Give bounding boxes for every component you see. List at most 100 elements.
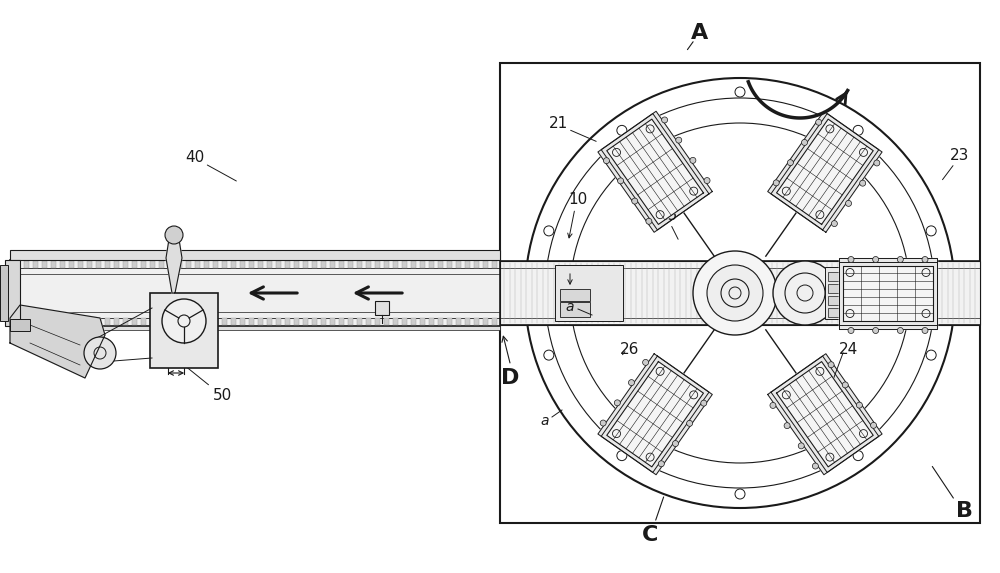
Text: 26: 26 [620, 343, 640, 358]
Polygon shape [777, 119, 873, 225]
Bar [0, 265, 8, 321]
Bar [231, 318, 236, 325]
Circle shape [707, 265, 763, 321]
Circle shape [856, 402, 862, 408]
Bar [105, 261, 110, 268]
Bar [339, 318, 344, 325]
Bar [240, 318, 245, 325]
Bar [384, 318, 389, 325]
Bar [560, 289, 590, 301]
Bar [429, 318, 434, 325]
Circle shape [831, 221, 837, 226]
Bar [375, 318, 380, 325]
Bar [204, 261, 209, 268]
Bar [132, 261, 137, 268]
Circle shape [874, 160, 880, 166]
Bar [258, 318, 263, 325]
Bar [447, 318, 452, 325]
Bar [87, 261, 92, 268]
Bar [483, 318, 488, 325]
Bar [15, 261, 20, 268]
Bar [141, 318, 146, 325]
Bar [420, 261, 425, 268]
Bar [438, 318, 443, 325]
Bar [303, 261, 308, 268]
Bar [123, 261, 128, 268]
Text: B: B [956, 501, 974, 521]
Circle shape [672, 441, 678, 446]
Bar [828, 296, 862, 305]
Bar [60, 318, 65, 325]
Bar [465, 261, 470, 268]
Bar [447, 261, 452, 268]
Text: 10: 10 [568, 191, 588, 206]
Circle shape [84, 337, 116, 369]
Circle shape [693, 251, 777, 335]
Bar [411, 318, 416, 325]
Bar [456, 261, 461, 268]
Bar [150, 261, 155, 268]
Bar [312, 318, 317, 325]
Bar [159, 261, 164, 268]
Circle shape [828, 362, 834, 368]
Bar [150, 318, 155, 325]
Bar [384, 261, 389, 268]
Polygon shape [768, 111, 882, 232]
Circle shape [897, 328, 903, 333]
Bar [500, 261, 740, 325]
Bar [474, 261, 479, 268]
Circle shape [842, 382, 848, 388]
Bar [168, 261, 173, 268]
Bar [393, 318, 398, 325]
Polygon shape [777, 362, 873, 467]
Bar [24, 318, 29, 325]
Circle shape [848, 257, 854, 262]
Text: A: A [691, 23, 709, 43]
Bar [195, 261, 200, 268]
Circle shape [846, 201, 852, 206]
Circle shape [646, 218, 652, 224]
Circle shape [687, 421, 693, 426]
Bar [321, 261, 326, 268]
Bar [69, 261, 74, 268]
Bar [303, 318, 308, 325]
Bar [294, 318, 299, 325]
Text: a: a [541, 414, 549, 428]
Bar [141, 261, 146, 268]
Text: 25: 25 [658, 207, 678, 222]
Bar [411, 261, 416, 268]
Bar [10, 326, 500, 330]
Bar [366, 318, 371, 325]
Bar [168, 318, 173, 325]
Bar [213, 261, 218, 268]
Circle shape [770, 402, 776, 409]
Circle shape [704, 178, 710, 183]
Bar [114, 318, 119, 325]
Bar [465, 318, 470, 325]
Bar [276, 261, 281, 268]
Bar [177, 261, 182, 268]
Bar [105, 318, 110, 325]
Polygon shape [843, 265, 933, 320]
Bar [321, 318, 326, 325]
Circle shape [802, 139, 808, 146]
Circle shape [628, 380, 634, 386]
Circle shape [773, 180, 779, 186]
Bar [186, 318, 191, 325]
Bar [10, 319, 30, 331]
Bar [402, 318, 407, 325]
Circle shape [897, 257, 903, 262]
Circle shape [848, 328, 854, 333]
Bar [150, 293, 218, 368]
Bar [825, 267, 865, 319]
Polygon shape [601, 113, 709, 230]
Bar [123, 318, 128, 325]
Bar [348, 261, 353, 268]
Bar [402, 261, 407, 268]
Bar [42, 261, 47, 268]
Bar [5, 260, 20, 326]
Text: 50: 50 [212, 387, 232, 402]
Bar [24, 261, 29, 268]
Bar [51, 261, 56, 268]
Bar [375, 261, 380, 268]
